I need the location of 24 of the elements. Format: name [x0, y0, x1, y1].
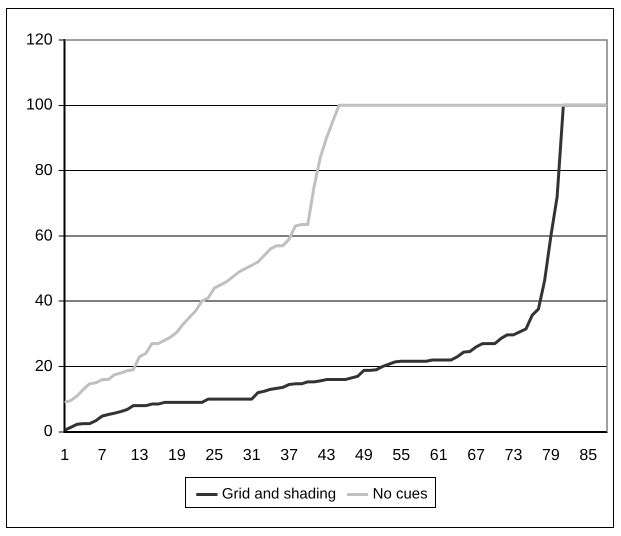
y-tick-label: 80 [34, 162, 53, 180]
y-tick-label: 120 [26, 31, 53, 48]
y-tick-label: 20 [34, 358, 53, 375]
x-tick-label: 37 [280, 446, 298, 464]
x-tick-label: 1 [60, 446, 70, 464]
legend-label: Grid and shading [222, 486, 336, 503]
x-tick-label: 25 [205, 446, 224, 464]
x-tick-label: 61 [430, 446, 448, 464]
y-tick-label: 100 [26, 96, 53, 114]
x-tick-label: 55 [392, 446, 410, 464]
x-tick-label: 31 [242, 446, 261, 464]
x-tick-label: 19 [168, 446, 186, 464]
y-tick-label: 60 [34, 227, 53, 244]
x-tick-label: 43 [318, 446, 336, 464]
x-tick-label: 7 [98, 446, 107, 464]
x-tick-label: 13 [130, 446, 148, 464]
x-tick-label: 67 [467, 446, 486, 464]
x-tick-label: 85 [579, 446, 598, 464]
x-tick-label: 73 [504, 446, 522, 464]
y-tick-label: 0 [44, 423, 53, 440]
x-tick-label: 49 [355, 446, 373, 464]
legend-label: No cues [372, 486, 428, 503]
x-tick-label: 79 [542, 446, 560, 464]
y-tick-label: 40 [34, 292, 53, 310]
